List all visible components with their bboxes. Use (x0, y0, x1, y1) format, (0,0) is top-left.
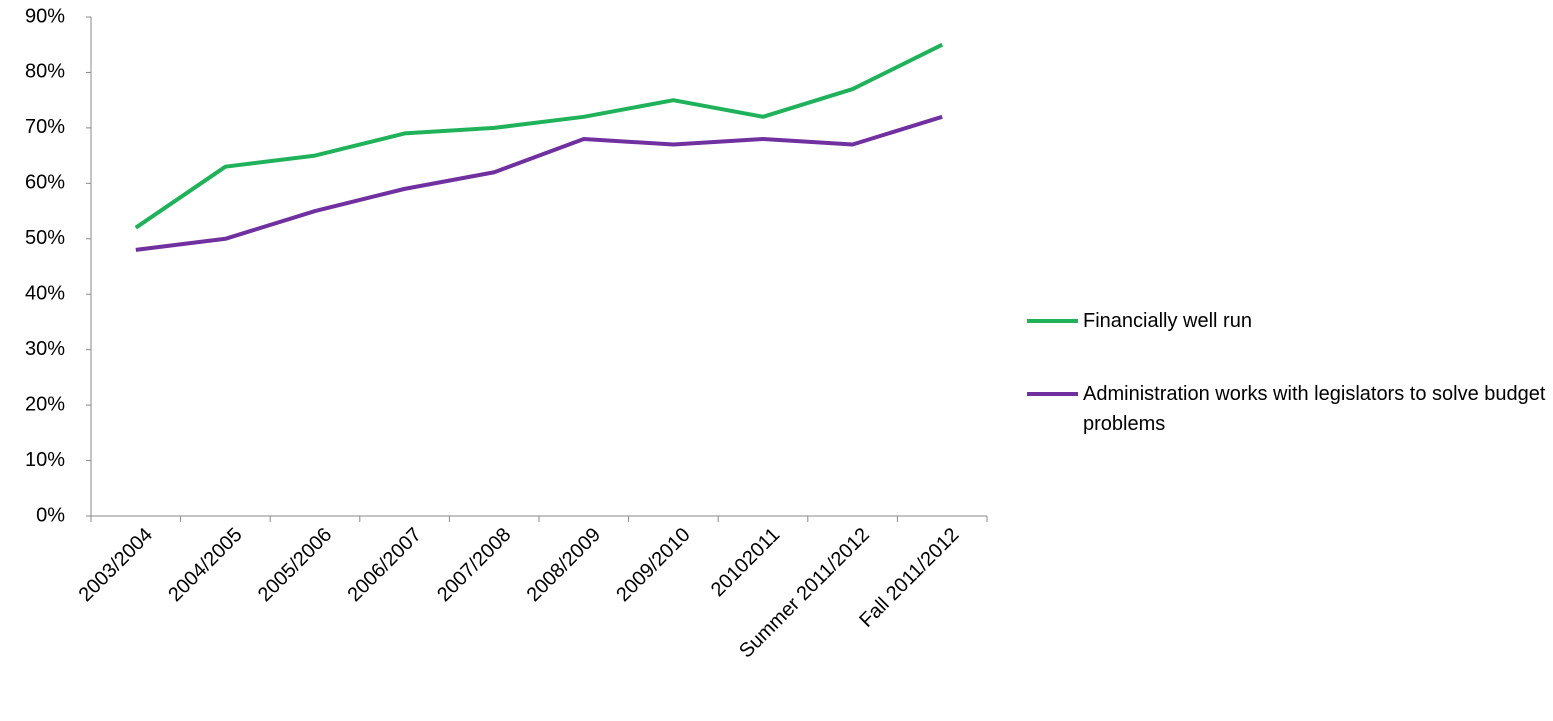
y-tick-label: 80% (25, 61, 65, 83)
x-tick-label: 2006/2007 (343, 524, 425, 606)
series-line (134, 42, 944, 230)
legend-label: Administration works with legislators to… (1083, 383, 1546, 435)
y-tick-label: 50% (25, 227, 65, 249)
y-tick-label: 20% (25, 393, 65, 415)
x-tick-label: 2003/2004 (75, 524, 157, 606)
y-tick-label: 30% (25, 338, 65, 360)
x-tick-label: 2007/2008 (433, 524, 515, 606)
x-tick-label: 20102011 (707, 524, 784, 601)
y-tick-label: 70% (25, 116, 65, 138)
legend-label: Financially well run (1083, 310, 1252, 332)
x-tick-label: 2008/2009 (523, 524, 605, 606)
y-tick-label: 90% (25, 5, 65, 27)
series-line (135, 114, 943, 252)
x-tick-label: 2005/2006 (254, 524, 336, 606)
y-tick-label: 0% (36, 504, 65, 526)
x-tick-label: 2009/2010 (612, 524, 694, 606)
y-tick-label: 40% (25, 283, 65, 305)
y-tick-label: 10% (25, 449, 65, 471)
y-tick-label: 60% (25, 172, 65, 194)
x-tick-label: 2004/2005 (164, 524, 246, 606)
